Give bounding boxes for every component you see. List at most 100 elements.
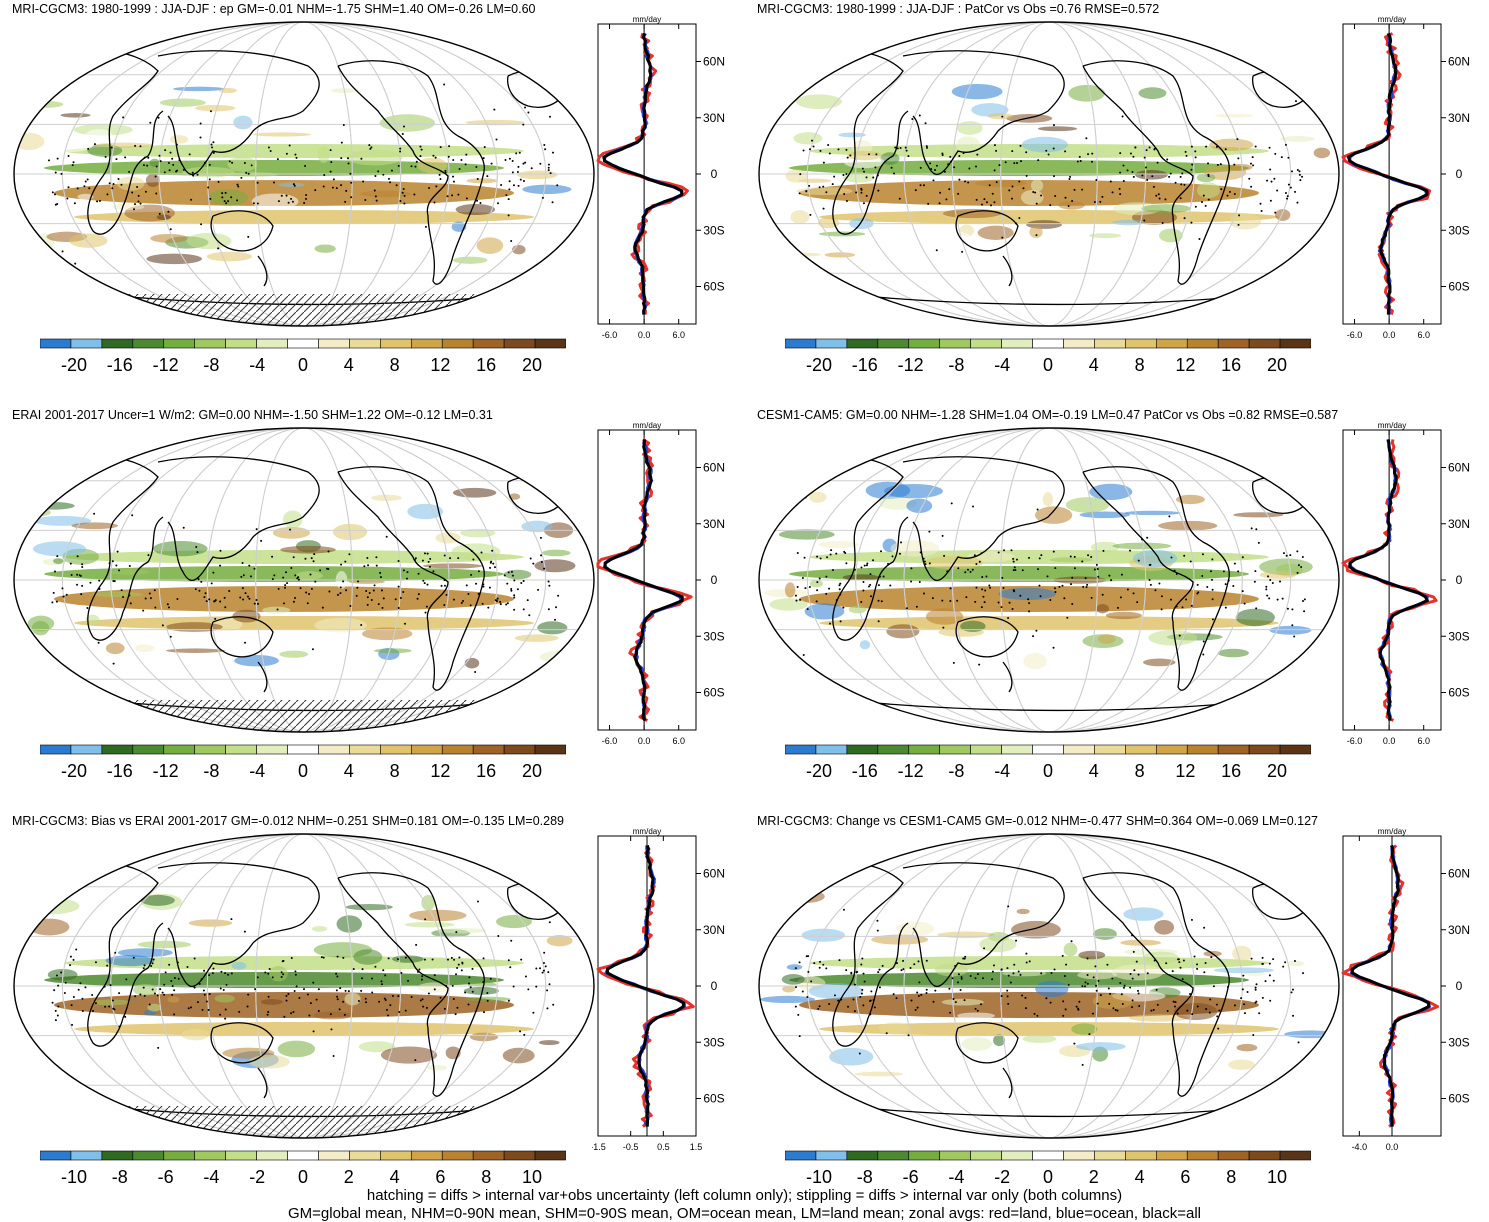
precip-anomaly (31, 100, 64, 108)
colorbar: -20 -16 -12 -8 -4 0 4 8 12 16 20 (39, 338, 567, 375)
precip-anomaly (272, 526, 311, 539)
precip-anomaly (1063, 942, 1078, 957)
precip-anomaly (392, 955, 424, 963)
precip-anomaly (847, 150, 882, 161)
colorbar-swatch (70, 338, 103, 349)
colorbar-label: -8 (112, 1167, 128, 1187)
precip-anomaly (111, 569, 150, 575)
colorbar-swatch (1001, 1150, 1033, 1161)
precip-anomaly (149, 158, 161, 168)
map-svg (13, 427, 595, 733)
colorbar: -20 -16 -12 -8 -4 0 4 8 12 16 20 (784, 338, 1312, 375)
lat-tick-label: 0 (1456, 573, 1463, 587)
colorbar-container: -20 -16 -12 -8 -4 0 4 8 12 16 20 (784, 743, 1312, 791)
colorbar: -10 -8 -6 -4 -2 0 2 4 6 8 10 (39, 1150, 567, 1187)
coastlines (812, 862, 1314, 1118)
precip-anomaly (269, 966, 288, 982)
colorbar-label: 8 (481, 1167, 491, 1187)
colorbar-swatch (1032, 1150, 1064, 1161)
colorbar-swatch (163, 744, 196, 755)
zonal-mean-plot: mm/day 60N 30N 0 30S 60S -6.0 0.0 6.0 (596, 15, 725, 340)
colorbar-swatch (101, 1150, 134, 1161)
zonal-x-tick-label: 0.0 (1383, 330, 1396, 340)
precip-anomaly (280, 545, 336, 554)
zonal-panel: mm/day 60N 30N 0 30S 60S -6.0 0.0 6.0 (1337, 15, 1482, 361)
colorbar-swatch (1279, 338, 1312, 349)
zonal-x-tick-label: -6.0 (1347, 330, 1363, 340)
zonal-x-tick-label: 1.5 (690, 1142, 703, 1152)
panel-title: ERAI 2001-2017 Uncer=1 W/m2: GM=0.00 NHM… (12, 408, 493, 422)
precip-anomaly (427, 1064, 447, 1071)
graticule (14, 428, 594, 732)
zonal-unit-label: mm/day (633, 422, 661, 430)
colorbar-swatch (1063, 744, 1095, 755)
precip-anomaly (796, 187, 853, 196)
precip-anomaly (809, 579, 823, 588)
stippling (47, 83, 559, 265)
precip-anomaly (167, 996, 180, 1003)
colorbar-swatch (1094, 744, 1126, 755)
precip-anomaly (60, 113, 91, 118)
precip-anomaly (453, 256, 488, 264)
colorbar-swatch (380, 1150, 412, 1161)
precip-anomaly (1023, 653, 1047, 670)
precip-anomaly (784, 582, 796, 598)
precip-anomaly (1135, 169, 1168, 180)
precip-anomaly (1227, 163, 1253, 171)
colorbar-label: 20 (522, 355, 542, 375)
precip-anomaly (1167, 110, 1184, 117)
precip-anomaly (218, 87, 237, 94)
precip-anomaly (1235, 608, 1275, 627)
colorbar-swatch (256, 744, 288, 755)
lat-tick-label: 60S (1448, 686, 1469, 700)
precip-anomaly (1011, 920, 1061, 939)
precip-anomaly (112, 203, 145, 211)
precip-anomaly (1274, 209, 1291, 221)
precip-anomaly (1196, 182, 1220, 199)
zonal-unit-label: mm/day (1378, 422, 1406, 430)
precip-anomaly (522, 184, 572, 195)
all-zonal-line (1350, 844, 1431, 1127)
lat-tick-label: 30N (1448, 517, 1470, 531)
precip-anomaly (937, 931, 995, 939)
precip-anomaly (1075, 1042, 1126, 1051)
precip-band (74, 1022, 534, 1036)
precip-anomaly (156, 214, 171, 221)
colorbar-label: -4 (249, 355, 265, 375)
colorbar-label: 2 (344, 1167, 354, 1187)
precip-anomaly (1058, 201, 1085, 210)
precip-anomaly (231, 961, 247, 970)
precip-anomaly (1236, 1043, 1258, 1052)
colorbar-swatch (1279, 744, 1312, 755)
precip-anomaly (1123, 907, 1164, 921)
precip-anomaly (769, 598, 808, 611)
precip-anomaly (69, 233, 108, 248)
lat-tick-label: 60N (1448, 461, 1470, 475)
precip-anomaly (234, 654, 279, 667)
precip-anomaly (1287, 960, 1305, 967)
precip-anomaly (451, 543, 501, 561)
precip-anomaly (1029, 225, 1043, 239)
precip-anomaly (934, 963, 968, 977)
precip-band (809, 550, 1269, 564)
zonal-mean-plot: mm/day 60N 30N 0 30S 60S -4.0 0.0 (1341, 827, 1470, 1152)
precip-anomaly (206, 251, 252, 262)
colorbar-label: -8 (203, 761, 219, 781)
lat-tick-label: 30N (703, 923, 725, 937)
colorbar-swatch (441, 1150, 474, 1161)
stippling (798, 83, 1304, 253)
lat-tick-label: 30N (1448, 111, 1470, 125)
precip-anomaly (1196, 173, 1216, 183)
colorbar-swatch (1032, 744, 1064, 755)
precip-anomaly (186, 232, 232, 250)
all-zonal-line (1347, 32, 1429, 315)
precip-anomaly (117, 948, 173, 958)
zonal-x-tick-label: 0.5 (657, 1142, 670, 1152)
footer-line-1: hatching = diffs > internal var+obs unce… (366, 1187, 1123, 1204)
zonal-x-tick-label: -1.5 (592, 1142, 606, 1152)
panel-title: MRI-CGCM3: Change vs CESM1-CAM5 GM=-0.01… (757, 814, 1318, 828)
precip-anomaly (1138, 87, 1167, 99)
precip-anomaly (362, 627, 413, 641)
colorbar-label: 16 (476, 761, 496, 781)
lat-tick-label: 30N (703, 517, 725, 531)
